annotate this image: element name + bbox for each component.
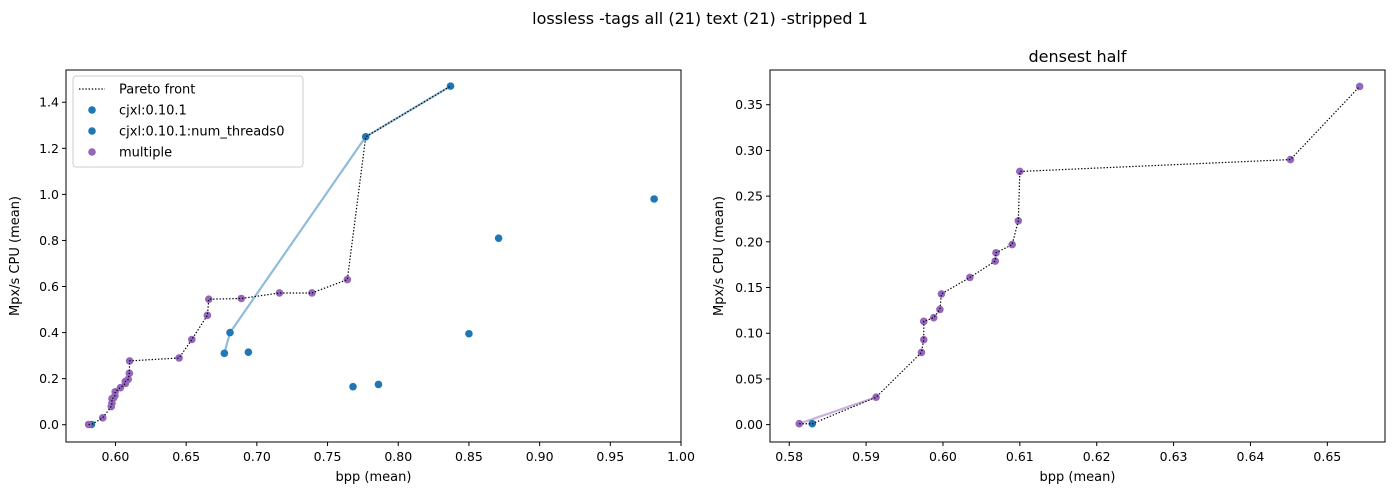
data-point	[650, 195, 658, 203]
data-point	[1355, 82, 1364, 91]
y-axis-label: Mpx/s CPU (mean)	[712, 196, 727, 316]
x-tick-label: 0.61	[1006, 449, 1034, 464]
data-point	[1016, 167, 1024, 176]
data-point	[275, 289, 284, 297]
data-point	[343, 275, 352, 284]
x-tick-label: 0.95	[596, 449, 624, 464]
y-tick-label: 0.00	[735, 417, 763, 432]
data-point	[220, 349, 229, 358]
y-tick-label: 0.10	[735, 326, 763, 341]
data-point	[1286, 155, 1295, 164]
data-point	[188, 335, 196, 344]
y-tick-label: 0.2	[39, 371, 59, 386]
x-tick-label: 0.60	[929, 449, 957, 464]
data-point	[872, 393, 880, 402]
pareto-front-line	[88, 85, 451, 426]
plot-area	[795, 82, 1364, 428]
x-tick-label: 0.64	[1237, 449, 1265, 464]
legend-dot-swatch	[88, 127, 96, 135]
data-point	[936, 305, 944, 314]
y-tick-label: 0.0	[39, 417, 59, 432]
y-tick-label: 1.4	[39, 95, 59, 110]
data-point	[937, 290, 946, 298]
legend-dot-swatch	[88, 106, 96, 114]
x-axis-label: bpp (mean)	[336, 470, 412, 485]
legend-label: multiple	[119, 146, 172, 161]
data-point	[991, 257, 1000, 265]
y-tick-label: 0.8	[39, 233, 59, 248]
plot-area	[84, 82, 658, 429]
data-point	[226, 328, 234, 337]
y-axis-label: Mpx/s CPU (mean)	[8, 196, 23, 316]
y-tick-label: 0.25	[735, 189, 763, 204]
y-tick-label: 0.15	[735, 280, 763, 295]
pareto-front-line	[799, 86, 1361, 425]
data-point	[917, 348, 926, 357]
x-tick-label: 0.59	[852, 449, 880, 464]
x-tick-label: 0.63	[1160, 449, 1188, 464]
x-tick-label: 0.65	[1313, 449, 1341, 464]
y-tick-label: 0.6	[39, 279, 59, 294]
axes-frame	[65, 69, 682, 443]
data-point	[203, 311, 212, 320]
right-plot-densest-half: 0.58 0.59 0.60 0.61 0.62 0.63 0.64 0.65 0.00 0.05…	[712, 47, 1386, 485]
data-point	[1008, 240, 1016, 249]
x-tick-label: 0.90	[526, 449, 554, 464]
data-point	[361, 132, 370, 141]
legend-label: Pareto front	[119, 83, 195, 98]
data-point	[494, 234, 503, 242]
legend-label: cjxl:0.10.1	[119, 104, 187, 119]
y-tick-label: 0.35	[735, 97, 763, 112]
x-tick-label: 0.75	[314, 449, 342, 464]
plot-title: densest half	[1028, 47, 1126, 66]
data-point	[929, 313, 938, 322]
x-tick-label: 1.00	[667, 449, 695, 464]
y-tick-label: 1.2	[39, 141, 59, 156]
data-point	[919, 335, 928, 344]
x-tick-label: 0.70	[243, 449, 271, 464]
y-tick-label: 0.05	[735, 371, 763, 386]
data-point	[237, 294, 246, 303]
data-point	[465, 329, 473, 338]
x-tick-label: 0.58	[775, 449, 803, 464]
data-point	[84, 420, 93, 429]
legend: Pareto front cjxl:0.10.1 cjxl:0.10.1:num_t…	[72, 75, 304, 168]
left-plot: 0.60 0.65 0.70 0.75 0.80 0.85 0.90 0.95 1.00 0.0 0…	[8, 69, 695, 485]
x-tick-label: 0.85	[455, 449, 483, 464]
data-point	[98, 414, 107, 422]
data-point	[244, 348, 253, 356]
legend-dot-swatch	[88, 148, 96, 156]
y-tick-label: 0.4	[39, 325, 59, 340]
data-point	[349, 382, 357, 391]
x-tick-label: 0.62	[1083, 449, 1111, 464]
data-point	[175, 354, 183, 362]
data-point	[204, 295, 213, 303]
y-tick-label: 1.0	[39, 187, 59, 202]
series-connecting-line	[798, 396, 877, 425]
x-tick-label: 0.80	[384, 449, 412, 464]
legend-label: cjxl:0.10.1:num_threads0	[119, 125, 284, 140]
data-point	[446, 82, 455, 90]
x-tick-label: 0.65	[172, 449, 200, 464]
legend-box	[72, 75, 304, 168]
data-point	[374, 380, 383, 389]
axes-frame	[769, 69, 1386, 443]
x-tick-label: 0.60	[102, 449, 130, 464]
figure-suptitle: lossless -tags all (21) text (21) -strip…	[532, 9, 868, 28]
y-tick-label: 0.30	[735, 143, 763, 158]
x-axis-label: bpp (mean)	[1040, 470, 1116, 485]
y-tick-label: 0.20	[735, 234, 763, 249]
